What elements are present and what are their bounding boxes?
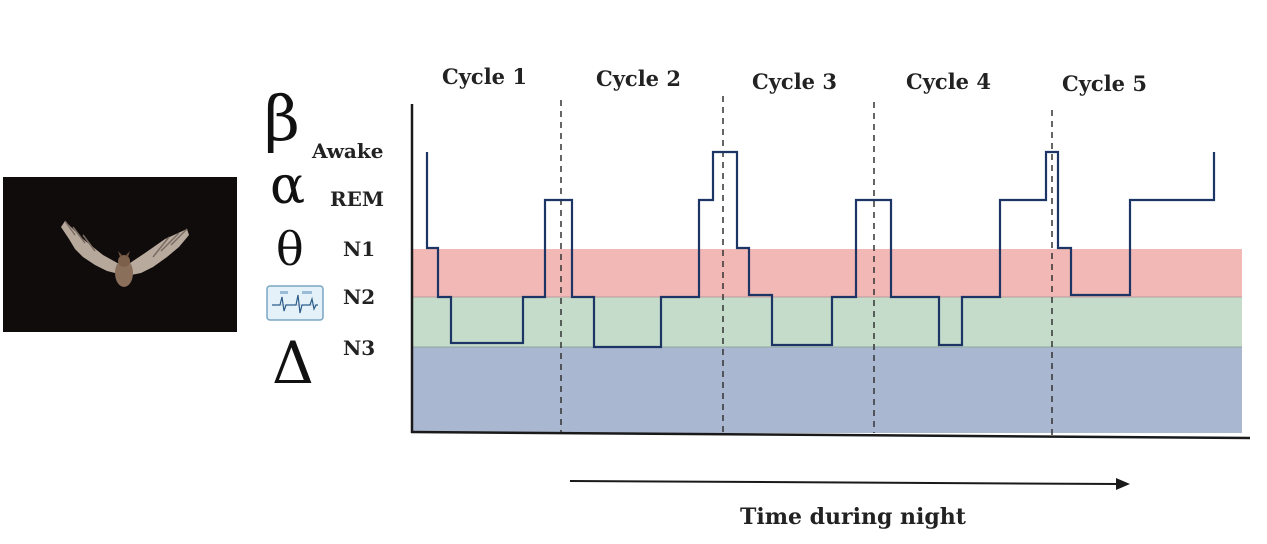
cycle-label-5: Cycle 5 [1062,71,1147,96]
x-axis [410,430,1251,440]
stage-label-awake: Awake [311,139,383,163]
cycle-label-3: Cycle 3 [752,69,837,94]
cycle-label-4: Cycle 4 [906,69,991,94]
eeg-wave-icon [266,285,324,321]
stage-label-n1: N1 [343,237,375,261]
delta-symbol: Δ [272,329,314,397]
n1-band [413,249,1242,297]
n3-band [413,347,1242,433]
x-axis-label: Time during night [740,504,967,530]
beta-symbol: β [264,82,300,155]
alpha-symbol: α [270,156,306,216]
time-arrow-head [1116,478,1130,490]
time-arrow [569,480,1119,485]
bat-photo [3,177,237,332]
stage-label-n2: N2 [343,285,375,309]
stage-label-n3: N3 [343,336,375,360]
cycle-label-2: Cycle 2 [596,66,681,91]
stage-label-rem: REM [330,187,384,211]
theta-symbol: θ [276,222,304,276]
cycle-label-1: Cycle 1 [442,64,527,89]
sleep-stage-trace [425,150,1216,349]
n2-band [413,297,1242,347]
